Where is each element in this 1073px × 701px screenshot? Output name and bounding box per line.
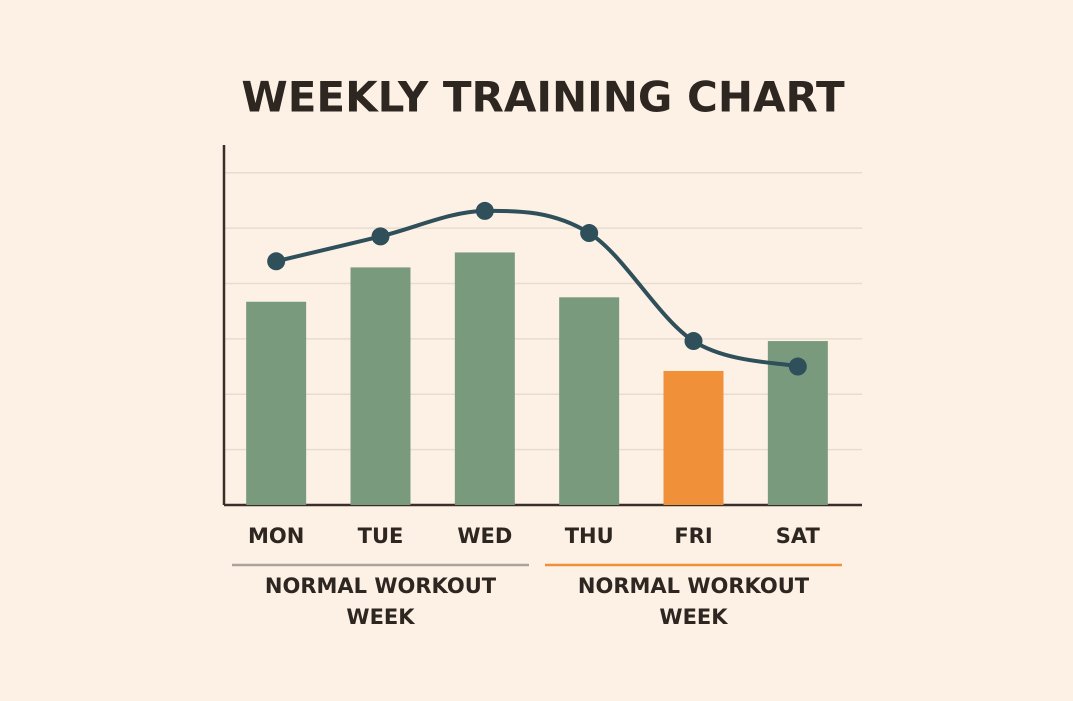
x-tick-label: TUE <box>358 524 404 548</box>
x-tick-label: FRI <box>674 524 712 548</box>
x-tick-label: THU <box>565 524 614 548</box>
x-tick-label: MON <box>248 524 304 548</box>
line-marker <box>684 332 703 351</box>
line-marker <box>475 201 494 220</box>
group-label: NORMAL WORKOUT WEEK <box>264 574 497 629</box>
bar <box>246 301 307 505</box>
line-marker <box>580 224 599 243</box>
line-marker <box>371 227 390 246</box>
bar <box>454 252 515 505</box>
bar <box>663 370 724 505</box>
chart-title: WEEKLY TRAINING CHART <box>241 73 845 122</box>
bar <box>350 267 411 505</box>
line-marker <box>788 357 807 376</box>
x-tick-label: SAT <box>776 524 821 548</box>
x-tick-label: WED <box>457 524 512 548</box>
line-marker <box>267 252 286 271</box>
group-label: NORMAL WORKOUT WEEK <box>577 574 810 629</box>
bar <box>559 297 620 505</box>
